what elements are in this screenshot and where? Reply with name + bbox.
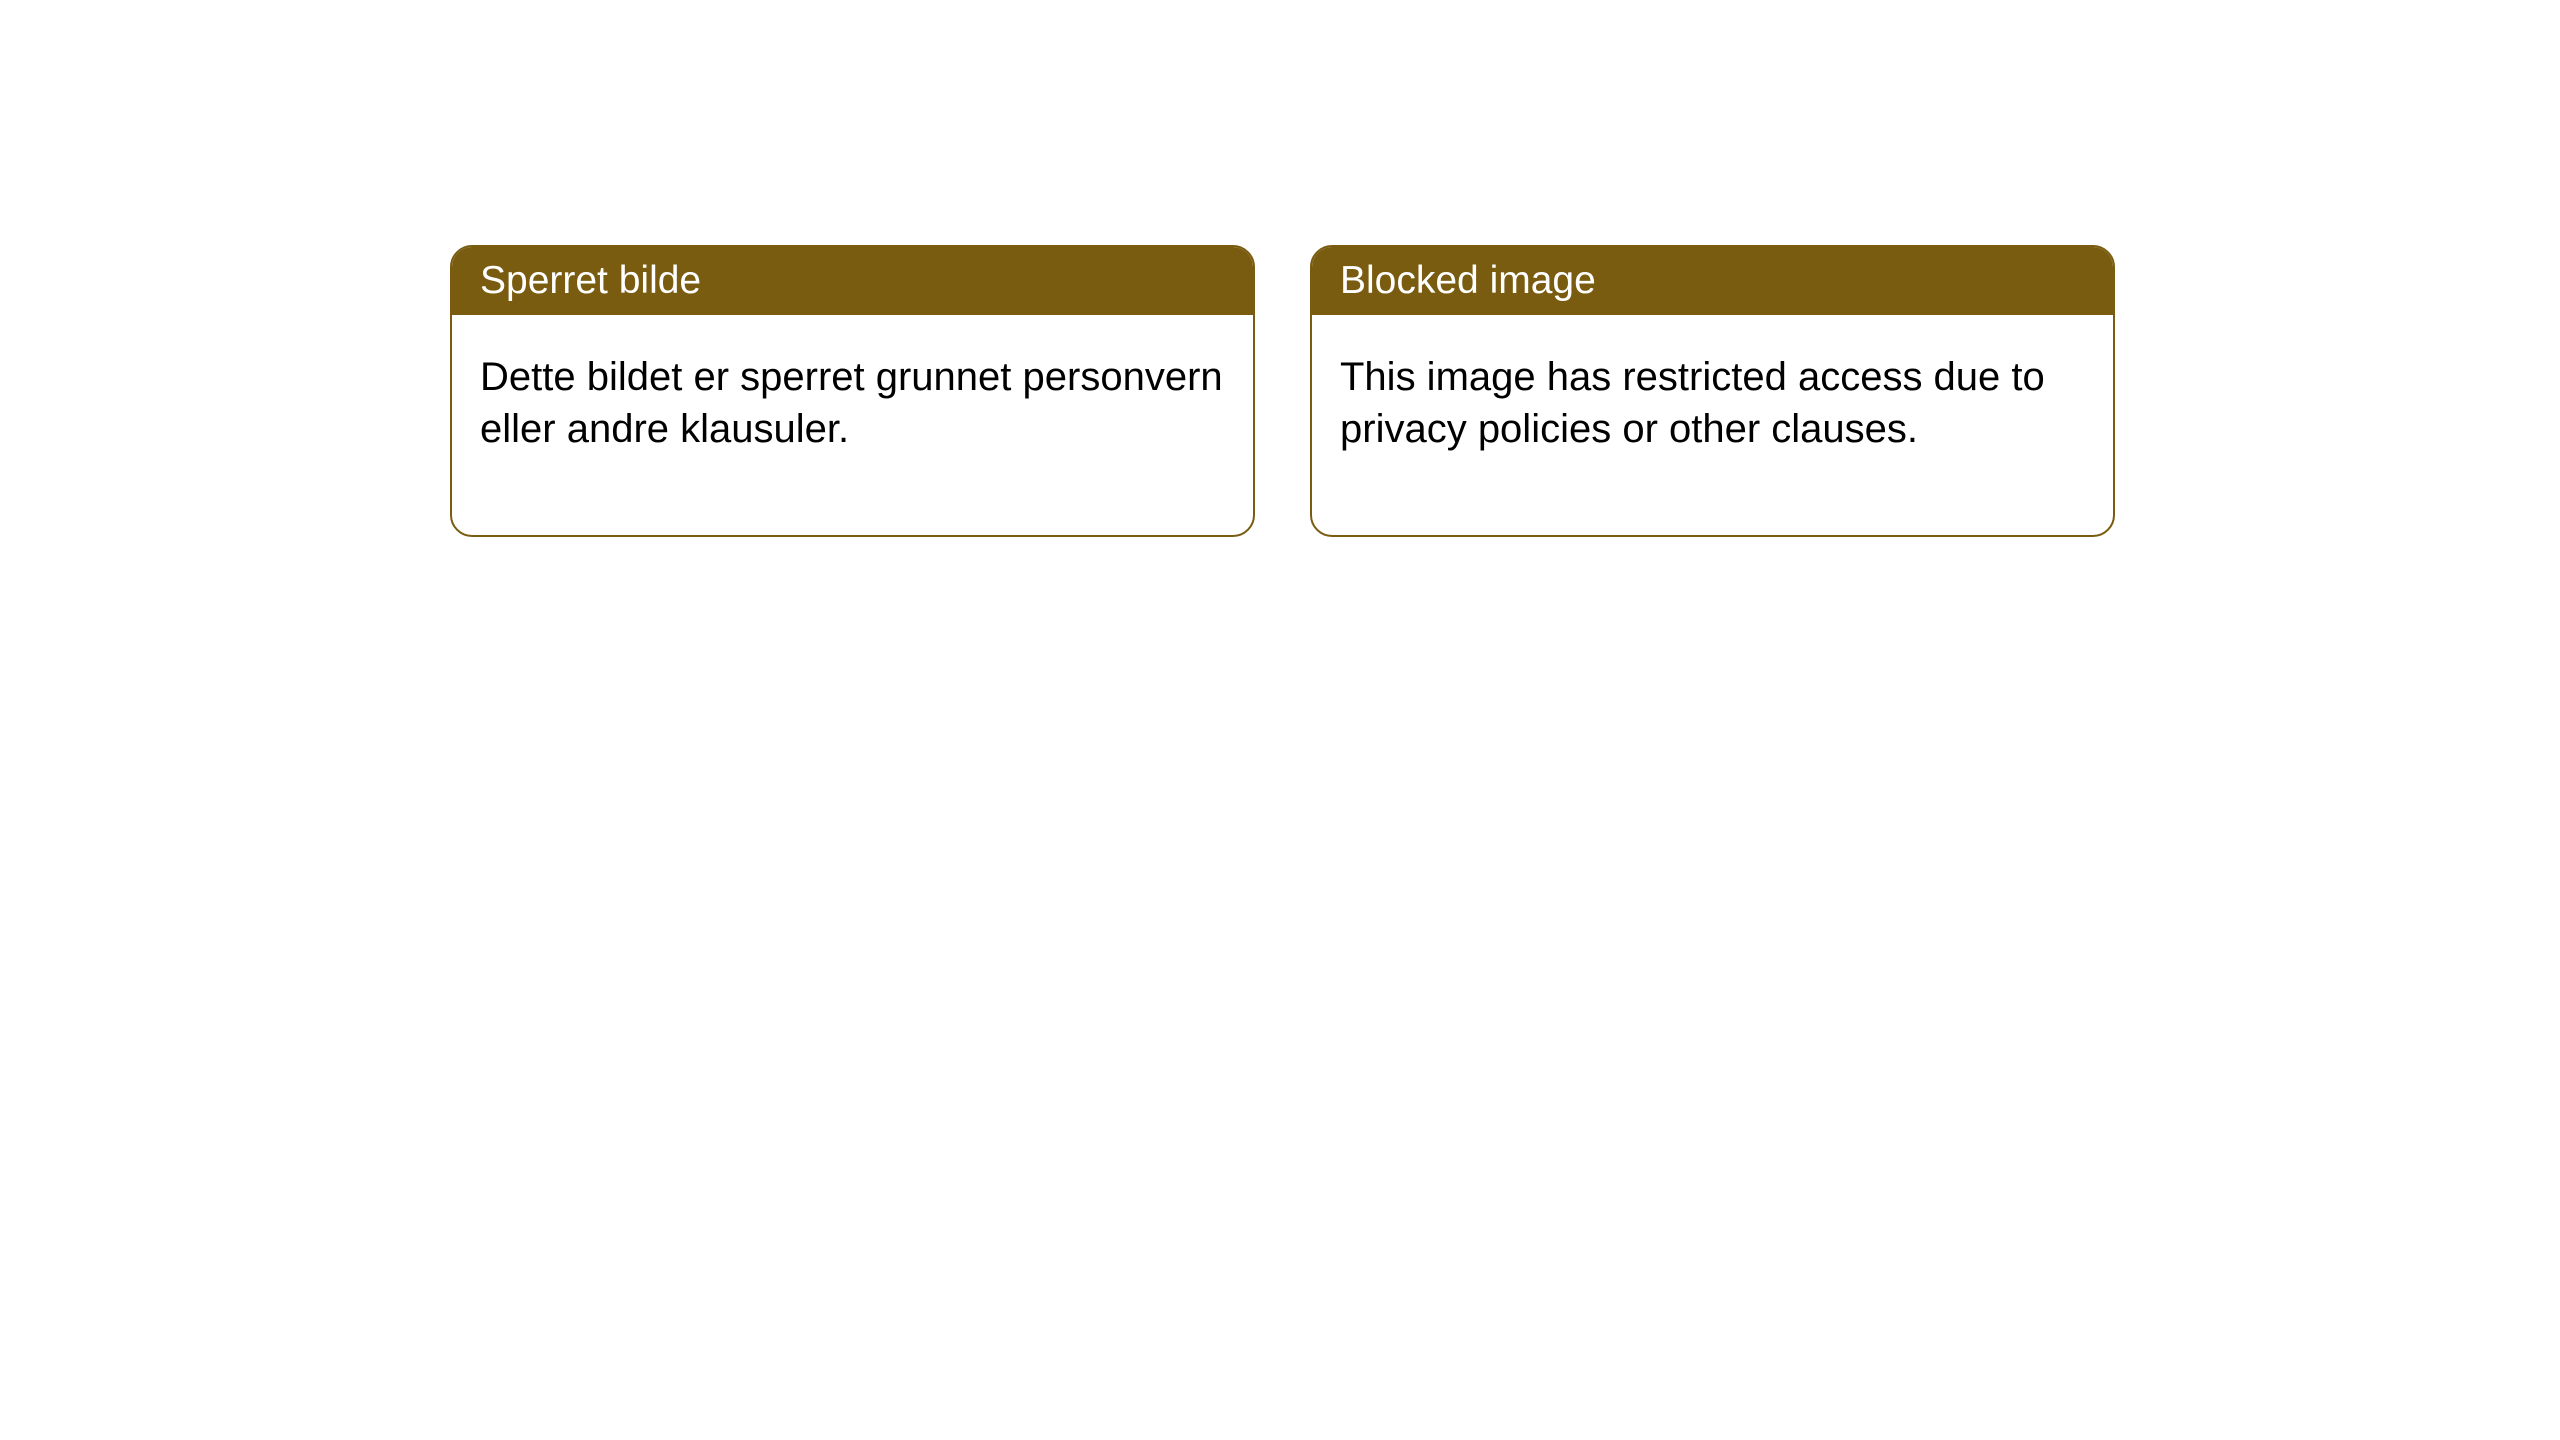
- card-body: This image has restricted access due to …: [1312, 315, 2113, 535]
- card-header: Blocked image: [1312, 247, 2113, 315]
- card-body-text: This image has restricted access due to …: [1340, 355, 2045, 451]
- card-header: Sperret bilde: [452, 247, 1253, 315]
- card-body: Dette bildet er sperret grunnet personve…: [452, 315, 1253, 535]
- notice-card-norwegian: Sperret bilde Dette bildet er sperret gr…: [450, 245, 1255, 537]
- notice-card-english: Blocked image This image has restricted …: [1310, 245, 2115, 537]
- notice-cards-container: Sperret bilde Dette bildet er sperret gr…: [0, 0, 2560, 537]
- card-header-title: Blocked image: [1340, 259, 1596, 302]
- card-body-text: Dette bildet er sperret grunnet personve…: [480, 355, 1223, 451]
- card-header-title: Sperret bilde: [480, 259, 701, 302]
